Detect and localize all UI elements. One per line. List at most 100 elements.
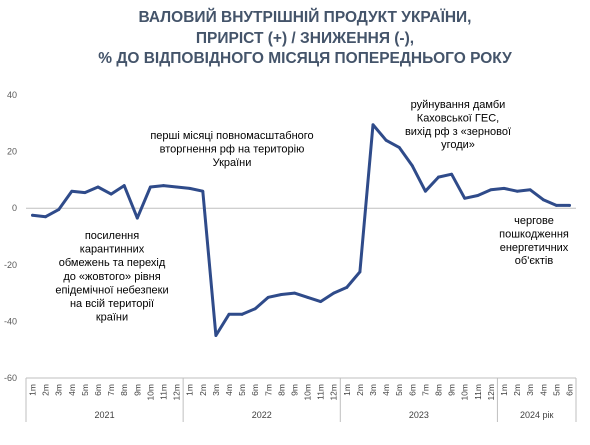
data-point	[437, 175, 440, 179]
x-tick-label: 3m	[211, 384, 221, 396]
x-tick-label: 9m	[132, 384, 142, 396]
data-point	[57, 208, 61, 212]
x-tick-label: 3m	[368, 384, 378, 396]
x-tick-label: 12m	[172, 384, 182, 401]
data-point	[541, 198, 545, 202]
x-tick-label: 10m	[145, 384, 155, 401]
data-point	[306, 295, 309, 299]
annotation-line: посилення	[85, 230, 139, 242]
axes	[25, 207, 577, 422]
annotation: перші місяці повномасштабного вторгнення …	[150, 130, 313, 169]
data-point	[463, 196, 467, 200]
data-point	[214, 334, 218, 337]
annotation-line: епідемічної небезпеки	[55, 284, 168, 296]
annotation-line: енергетичних	[500, 242, 569, 254]
data-point	[201, 189, 205, 193]
data-point	[568, 203, 571, 207]
x-tick-label: 5m	[551, 384, 561, 396]
annotation-line: Каховської ГЕС,	[417, 112, 499, 124]
x-tick-label: 2m	[512, 384, 522, 396]
x-tick-label: 1m	[28, 384, 38, 396]
y-tick-label: -20	[4, 260, 17, 270]
data-point	[31, 213, 34, 217]
data-point	[83, 191, 87, 195]
data-point	[188, 186, 192, 190]
annotation-line: обмежень та перехід	[59, 257, 166, 269]
annotation-line: вихід рф з «зернової	[405, 126, 511, 138]
chart-title: ВАЛОВИЙ ВНУТРІШНІЙ ПРОДУКТ УКРАЇНИ, ПРИРІ…	[98, 8, 512, 67]
y-tick-label: -60	[4, 373, 17, 383]
data-point	[489, 188, 493, 192]
x-tick-label: 7m	[420, 384, 430, 396]
data-point	[554, 203, 558, 207]
data-point	[502, 186, 506, 190]
data-point	[70, 189, 74, 193]
x-tick-label: 1m	[185, 384, 195, 396]
x-tick-label: 8m	[276, 384, 286, 396]
x-tick-label: 2m	[355, 384, 365, 396]
x-tick-label: 6m	[407, 384, 417, 396]
x-tick-label: 8m	[434, 384, 444, 396]
data-point	[332, 291, 336, 295]
annotation-line: угоди»	[441, 139, 475, 151]
x-tick-label: 7m	[106, 384, 116, 396]
year-labels: 2021 2022 2023 2024 рік	[95, 410, 554, 420]
data-point	[293, 291, 296, 295]
annotation-line: перші місяці повномасштабного	[150, 130, 313, 142]
data-point	[345, 286, 349, 289]
x-tick-label: 10m	[460, 384, 470, 401]
data-point	[135, 216, 139, 220]
x-tick-label: 5m	[80, 384, 90, 396]
year-label: 2022	[252, 410, 272, 420]
x-tick-label: 1m	[499, 384, 509, 396]
series-line	[31, 123, 571, 337]
data-point	[109, 192, 113, 196]
data-point	[476, 194, 480, 197]
x-tick-label: 2m	[41, 384, 51, 396]
data-point	[450, 172, 453, 176]
data-point	[424, 189, 427, 193]
annotation-line: об'єктів	[515, 255, 554, 267]
year-label: 2024 рік	[520, 410, 554, 420]
data-point	[266, 295, 270, 299]
x-tick-label: 1m	[342, 384, 352, 396]
data-point	[371, 123, 375, 127]
x-tick-label: 4m	[67, 384, 77, 396]
data-point	[397, 145, 401, 149]
x-tick-label: 10m	[303, 384, 313, 401]
x-tick-label: 11m	[159, 384, 169, 400]
year-label: 2023	[409, 410, 429, 420]
x-tick-label: 7m	[263, 384, 273, 396]
gdp-series-line	[31, 123, 571, 337]
y-tick-labels: 40 20 0 -20 -40 -60	[4, 90, 17, 383]
annotation-line: на всій території	[70, 298, 154, 310]
data-point	[410, 164, 414, 168]
title-line: % ДО ВІДПОВІДНОГО МІСЯЦЯ ПОПЕРЕДНЬОГО РО…	[98, 50, 512, 67]
data-point	[528, 188, 532, 192]
annotation-line: пошкодження	[499, 228, 569, 240]
annotation-line: руйнування дамби	[411, 99, 506, 111]
annotation-line: чергове	[514, 215, 554, 227]
data-point	[515, 189, 519, 193]
annotation-line: вторгнення рф на територію	[160, 144, 305, 156]
data-point	[175, 185, 178, 189]
x-tick-label: 3m	[54, 384, 64, 396]
x-tick-label: 4m	[224, 384, 234, 396]
x-tick-label: 4m	[538, 384, 548, 396]
data-point	[122, 184, 126, 187]
annotation-line: карантинних	[80, 244, 145, 256]
y-tick-label: 40	[7, 90, 17, 100]
data-point	[384, 138, 388, 142]
x-tick-label: 12m	[329, 384, 339, 401]
x-tick-label: 8m	[119, 384, 129, 396]
x-tick-label: 6m	[250, 384, 260, 396]
data-point	[279, 293, 283, 296]
title-line: ПРИРІСТ (+) / ЗНИЖЕННЯ (-),	[196, 30, 414, 47]
data-point	[240, 312, 244, 316]
annotation-line: України	[213, 157, 252, 169]
